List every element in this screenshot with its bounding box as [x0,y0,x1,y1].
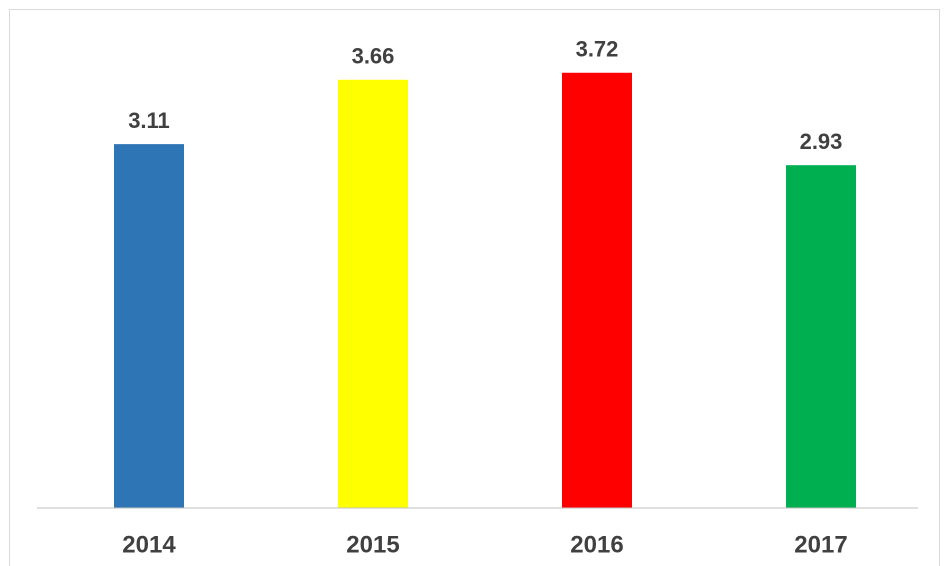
x-tick-label: 2015 [346,531,399,558]
x-tick-label: 2016 [570,531,623,558]
bar [114,144,184,508]
data-label: 3.66 [352,44,395,69]
data-label: 3.11 [128,108,170,133]
bar [786,165,856,508]
x-tick-label: 2017 [794,531,847,558]
data-label: 3.72 [576,37,619,62]
bar [562,72,632,508]
x-tick-label: 2014 [122,531,176,558]
data-label: 2.93 [800,129,843,154]
bar [338,79,408,508]
